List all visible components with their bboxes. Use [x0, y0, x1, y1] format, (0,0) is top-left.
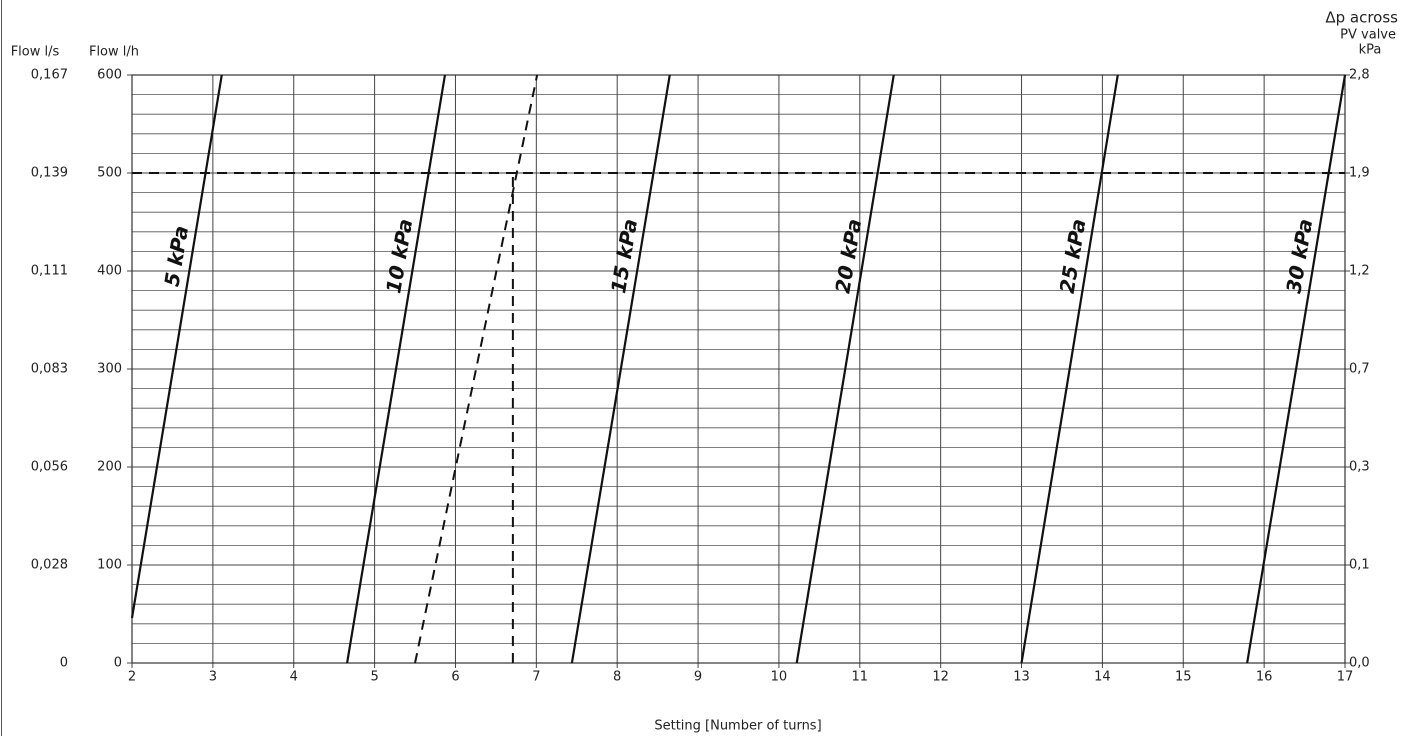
x-tick-label: 13: [1013, 670, 1030, 685]
curve-label: 10 kPa: [381, 217, 417, 295]
x-tick-label: 14: [1094, 670, 1111, 685]
y-ls-tick-label: 0,139: [31, 166, 68, 181]
x-tick-label: 12: [932, 670, 949, 685]
x-tick-label: 5: [370, 670, 378, 685]
y-ls-tick-label: 0,111: [31, 264, 68, 279]
curve-label: 25 kPa: [1055, 217, 1091, 295]
y2-title-line: kPa: [1359, 43, 1382, 58]
curve-label: 15 kPa: [606, 217, 642, 295]
y2-tick-label: 2,8: [1349, 68, 1370, 83]
y2-tick-label: 0,0: [1349, 656, 1370, 671]
x-tick-label: 6: [451, 670, 459, 685]
curve-label: 20 kPa: [830, 217, 866, 295]
y-ls-tick-label: 0: [60, 656, 68, 671]
y2-title-line: PV valve: [1340, 28, 1396, 43]
y2-tick-label: 1,9: [1349, 166, 1370, 181]
y2-tick-label: 1,2: [1349, 264, 1370, 279]
x-tick-label: 17: [1337, 670, 1354, 685]
y-tick-label: 200: [97, 460, 122, 475]
y-title: Flow l/h: [89, 45, 139, 60]
x-tick-label: 9: [694, 670, 702, 685]
y-ls-tick-label: 0,028: [31, 558, 68, 573]
setting-line: [570, 74, 671, 664]
y2-tick-label: 0,3: [1349, 460, 1370, 475]
y-ls-tick-label: 0,083: [31, 362, 68, 377]
y-tick-label: 0: [114, 656, 122, 671]
dashed-line: [414, 74, 539, 664]
setting-line: [130, 74, 223, 619]
y-ls-title: Flow l/s: [11, 45, 60, 60]
x-tick-label: 10: [771, 670, 788, 685]
y-ls-tick-label: 0,167: [31, 68, 68, 83]
x-tick-label: 16: [1256, 670, 1273, 685]
y-tick-label: 300: [97, 362, 122, 377]
y2-tick-label: 0,7: [1349, 362, 1370, 377]
x-tick-label: 15: [1175, 670, 1192, 685]
curve-label: 30 kPa: [1281, 217, 1317, 295]
y-tick-label: 100: [97, 558, 122, 573]
x-tick-label: 8: [613, 670, 621, 685]
x-tick-label: 2: [128, 670, 136, 685]
x-tick-label: 11: [852, 670, 869, 685]
x-tick-label: 7: [532, 670, 540, 685]
x-tick-label: 3: [209, 670, 217, 685]
y2-tick-label: 0,1: [1349, 558, 1370, 573]
y-tick-label: 500: [97, 166, 122, 181]
y-ls-tick-label: 0,056: [31, 460, 68, 475]
y-tick-label: 400: [97, 264, 122, 279]
plot-frame: [131, 74, 1346, 664]
y-tick-label: 600: [97, 68, 122, 83]
x-tick-label: 4: [290, 670, 298, 685]
x-title: Setting [Number of turns]: [654, 719, 821, 734]
setting-line: [795, 74, 895, 664]
y2-title-line: Δp across: [1325, 9, 1398, 27]
